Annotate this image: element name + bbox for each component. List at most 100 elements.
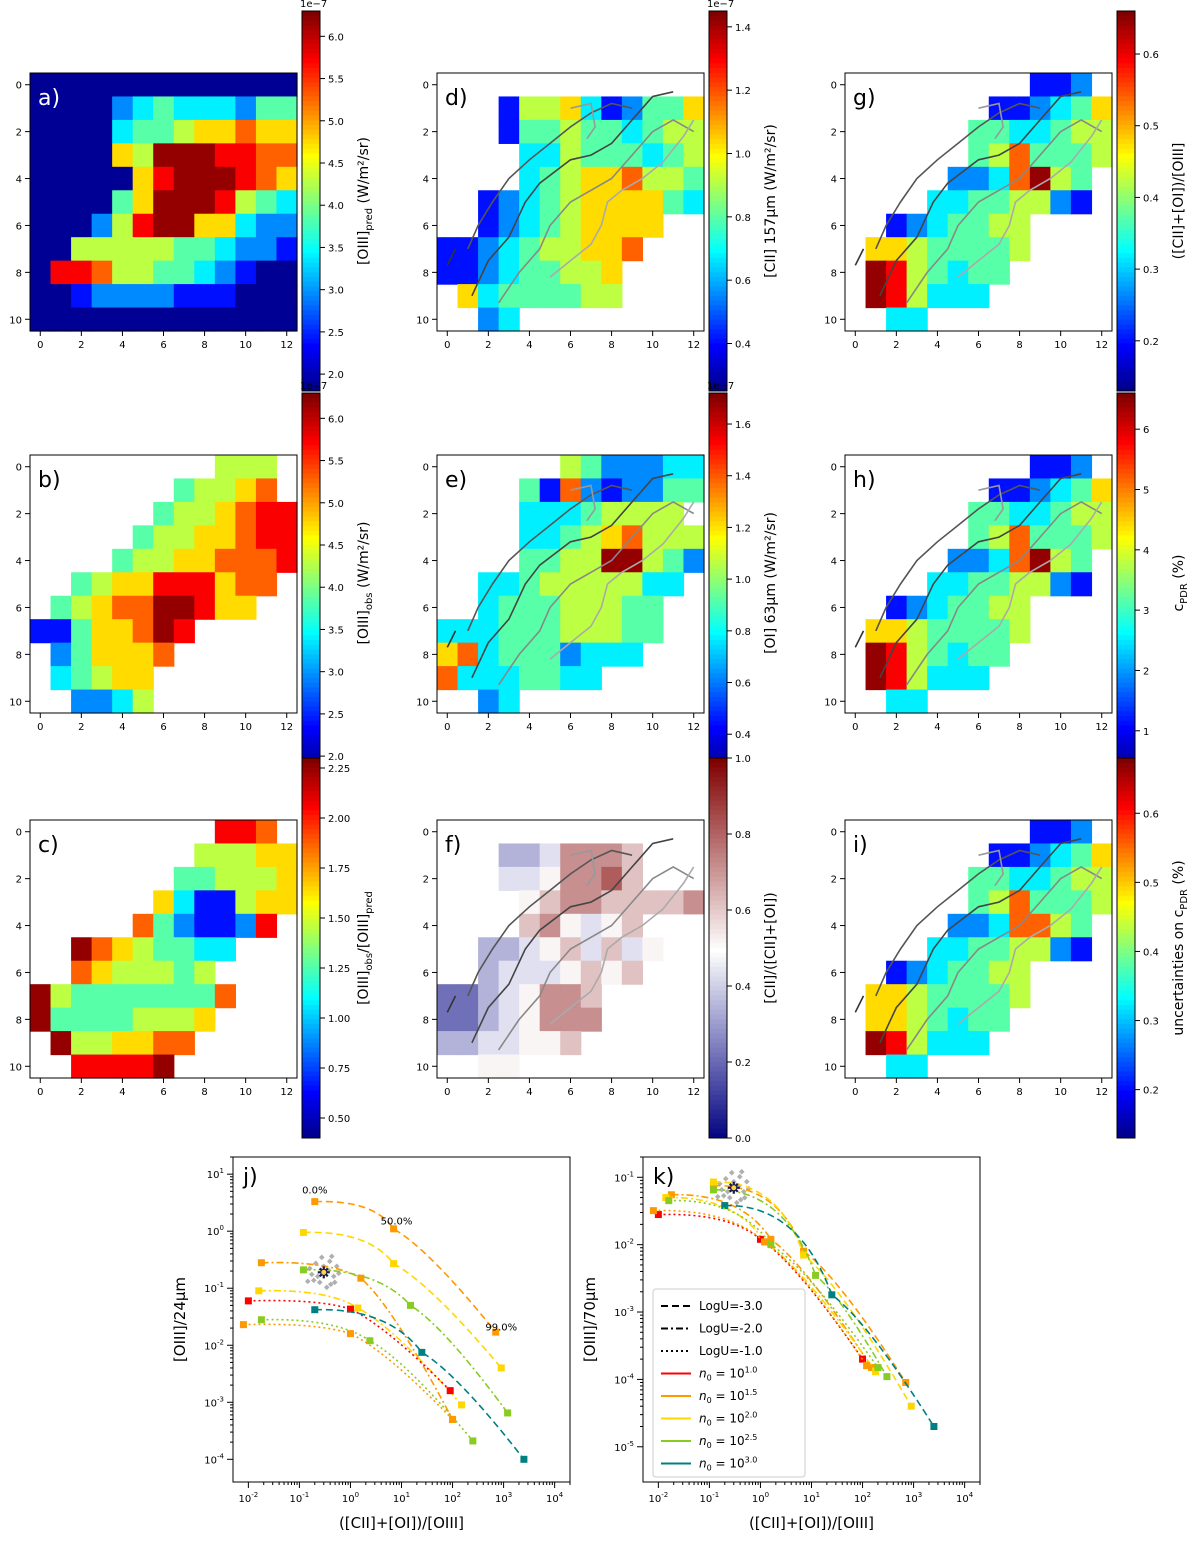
colorbar-segment xyxy=(709,25,727,31)
heatmap-cell xyxy=(153,642,175,667)
colorbar-segment xyxy=(709,502,727,508)
heatmap-cell xyxy=(1029,96,1051,121)
colorbar-segment xyxy=(709,564,727,570)
colorbar-segment xyxy=(302,895,320,901)
model-point xyxy=(756,1235,764,1243)
heatmap-cell xyxy=(255,213,278,238)
heatmap-cell xyxy=(1070,143,1093,168)
colorbar-segment xyxy=(1117,412,1135,418)
heatmap-cell xyxy=(519,913,541,938)
colorbar-segment xyxy=(709,324,727,330)
colorbar-segment xyxy=(1117,488,1135,494)
colorbar-segment xyxy=(1117,1128,1135,1134)
colorbar-segment xyxy=(1117,507,1135,513)
colorbar-segment xyxy=(302,96,320,102)
colorbar-segment xyxy=(709,952,727,958)
heatmap-cell xyxy=(580,190,602,215)
heatmap-cell xyxy=(886,984,908,1009)
heatmap-cell xyxy=(1050,525,1072,550)
colorbar-segment xyxy=(1117,545,1135,551)
y-tick-label: 2 xyxy=(831,875,837,886)
colorbar-tick-label: 2.00 xyxy=(328,814,350,825)
heatmap-cell xyxy=(276,525,298,550)
colorbar-segment xyxy=(302,63,320,69)
colorbar-segment xyxy=(302,1081,320,1087)
heatmap-cell xyxy=(927,284,949,309)
colorbar-segment xyxy=(302,630,320,636)
x-tick-label: 6 xyxy=(975,340,981,351)
colorbar-segment xyxy=(1117,421,1135,427)
heatmap-cell xyxy=(255,73,278,98)
heatmap-cell xyxy=(255,307,278,332)
heatmap-cell xyxy=(91,984,113,1009)
colorbar-segment xyxy=(1117,673,1135,679)
heatmap-cell xyxy=(601,260,623,285)
heatmap-cell xyxy=(519,960,541,985)
colorbar-segment xyxy=(302,905,320,911)
heatmap-cell xyxy=(91,1054,113,1079)
y-tick-label: 4 xyxy=(831,922,837,933)
x-tick-label: 6 xyxy=(567,722,573,733)
colorbar-segment xyxy=(709,129,727,135)
colorbar-segment xyxy=(302,1062,320,1068)
colorbar-segment xyxy=(1117,106,1135,112)
heatmap-cell xyxy=(478,642,500,667)
heatmap-cell xyxy=(886,1007,908,1032)
y-tick-label: 8 xyxy=(423,1015,429,1026)
heatmap-cell xyxy=(621,166,643,191)
heatmap-cell xyxy=(947,1007,969,1032)
heatmap-cell xyxy=(153,913,175,938)
y-tick-label: 6 xyxy=(16,968,22,979)
colorbar-segment xyxy=(1117,1109,1135,1115)
colorbar-segment xyxy=(709,362,727,368)
heatmap-cell xyxy=(71,689,93,714)
colorbar-segment xyxy=(709,678,727,684)
heatmap-cell xyxy=(1070,913,1093,938)
colorbar-segment xyxy=(1117,910,1135,916)
heatmap-cell xyxy=(1070,478,1093,503)
heatmap-cell xyxy=(498,307,520,332)
heatmap-cell xyxy=(235,890,257,915)
heatmap-cell xyxy=(988,190,1010,215)
colorbar-segment xyxy=(709,682,727,688)
colorbar-segment xyxy=(302,853,320,859)
colorbar-segment xyxy=(302,621,320,627)
colorbar-segment xyxy=(709,1071,727,1077)
x-tick-label: 8 xyxy=(608,1087,614,1098)
heatmap-cell xyxy=(194,260,216,285)
heatmap-cell xyxy=(71,595,93,620)
colorbar-segment xyxy=(709,1033,727,1039)
colorbar-segment xyxy=(302,986,320,992)
heatmap-cell xyxy=(214,213,236,238)
heatmap-cell xyxy=(194,307,216,332)
heatmap-cell xyxy=(235,595,257,620)
heatmap-cell xyxy=(276,190,298,215)
heatmap-cell xyxy=(886,213,908,238)
heatmap-cell xyxy=(968,143,990,168)
x-tick-label: 2 xyxy=(78,722,84,733)
colorbar-segment xyxy=(709,229,727,235)
colorbar-tick-label: 1.0 xyxy=(735,150,751,161)
colorbar-segment xyxy=(302,791,320,797)
colorbar-segment xyxy=(709,402,727,408)
colorbar-segment xyxy=(709,1062,727,1068)
colorbar-frame xyxy=(708,10,728,392)
heatmap-cell xyxy=(91,937,113,962)
colorbar-segment xyxy=(302,440,320,446)
heatmap-cell xyxy=(968,1031,990,1056)
panel-label: b) xyxy=(38,468,61,493)
colorbar-segment xyxy=(302,186,320,192)
colorbar-segment xyxy=(1117,186,1135,192)
colorbar-segment xyxy=(709,1057,727,1063)
model-curve xyxy=(314,1308,525,1460)
heatmap-cell xyxy=(988,1007,1010,1032)
colorbar-segment xyxy=(1117,1009,1135,1015)
heatmap-cell xyxy=(886,260,908,285)
colorbar-tick-label: 0.4 xyxy=(735,340,751,351)
colorbar-segment xyxy=(709,343,727,349)
colorbar-segment xyxy=(1117,559,1135,565)
heatmap-cell xyxy=(1029,455,1051,480)
model-point xyxy=(800,1247,808,1255)
legend-entry: n0 = 102.5 xyxy=(699,1433,757,1450)
colorbar-segment xyxy=(1117,914,1135,920)
